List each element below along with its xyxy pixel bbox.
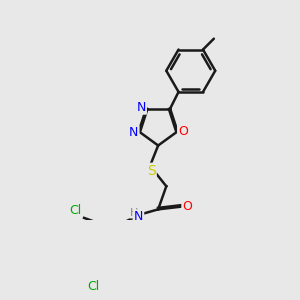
Text: N: N [129,126,139,139]
Text: S: S [147,164,156,178]
Text: O: O [178,125,188,138]
Text: O: O [182,200,192,213]
Text: N: N [136,101,146,114]
Text: N: N [134,211,143,224]
Text: H: H [130,208,138,218]
Text: Cl: Cl [70,203,82,217]
Text: Cl: Cl [88,280,100,293]
